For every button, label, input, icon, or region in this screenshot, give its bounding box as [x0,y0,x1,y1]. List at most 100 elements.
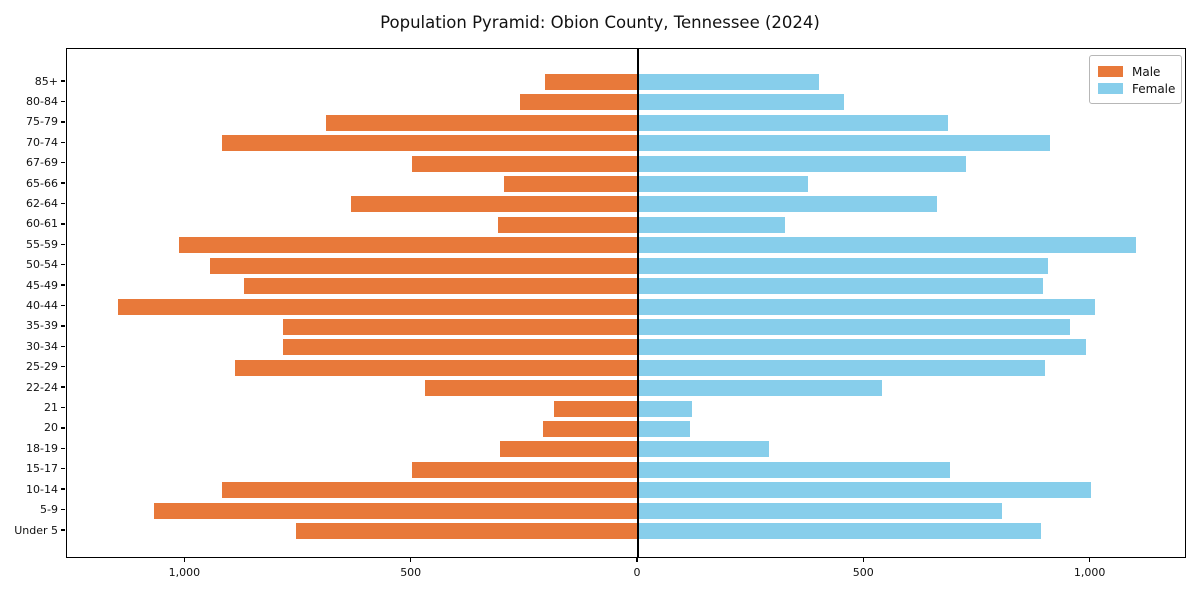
legend: Male Female [1089,55,1182,104]
y-tick-label: 21 [44,401,58,415]
male-bar [178,237,638,254]
male-bar [520,94,638,111]
y-tick-mark [61,508,65,511]
female-bar [638,502,1003,519]
y-tick-label: Under 5 [14,523,58,537]
y-tick-label: 45-49 [26,278,58,292]
y-tick-mark [61,488,65,490]
male-bar [425,380,638,397]
y-tick-mark [61,468,65,470]
female-bar [638,74,820,90]
y-tick-label: 25-29 [26,360,58,374]
y-tick-label: 50-54 [26,258,58,272]
y-tick-mark [61,141,65,143]
y-tick-label: 22-24 [26,380,58,394]
x-tick-mark [636,558,638,562]
y-tick-mark [61,202,65,205]
y-tick-mark [61,243,65,245]
female-bar [638,523,1041,539]
legend-label-female: Female [1132,81,1176,96]
female-bar [638,420,691,437]
y-tick-mark [61,366,65,368]
x-tick-label: 1,000 [168,566,201,579]
male-bar [545,74,638,90]
y-tick-mark [61,100,65,103]
y-tick-label: 40-44 [26,299,58,312]
y-tick-label: 67-69 [26,156,58,170]
female-bar [638,135,1050,152]
male-bar [117,298,638,315]
y-tick-mark [61,182,65,184]
female-bar [638,318,1071,335]
y-tick-label: 15-17 [26,462,58,476]
female-bar [638,380,883,397]
y-tick-label: 35-39 [26,319,58,333]
female-bar [638,94,844,111]
zero-axis-line [637,49,639,557]
female-bar [638,237,1136,254]
male-swatch-icon [1098,66,1123,77]
y-tick-mark [61,406,65,409]
female-bar [638,461,951,478]
x-tick-mark [410,558,412,562]
female-bar [638,278,1044,295]
y-tick-mark [61,427,65,429]
female-swatch-icon [1098,83,1123,94]
y-tick-mark [61,325,65,327]
male-bar [554,400,638,417]
y-tick-label: 30-34 [26,339,58,353]
male-bar [282,318,638,335]
chart-title: Population Pyramid: Obion County, Tennes… [380,13,820,32]
y-tick-mark [61,80,65,82]
y-tick-mark [61,161,65,164]
y-tick-label: 18-19 [26,441,58,455]
plot-area [66,48,1186,558]
female-bar [638,441,770,458]
female-bar [638,482,1091,499]
x-tick-label: 0 [633,566,641,579]
y-tick-label: 65-66 [26,176,58,190]
y-tick-label: 75-79 [26,115,58,129]
male-bar [296,523,638,539]
y-tick-mark [61,345,65,347]
male-bar [282,339,638,356]
y-tick-mark [61,223,65,225]
male-bar [235,359,638,376]
female-bar [638,339,1087,356]
male-bar [325,114,638,131]
y-tick-mark [61,263,65,266]
x-tick-mark [1088,558,1091,562]
male-bar [504,176,638,193]
y-tick-mark [61,304,65,307]
male-bar [244,278,638,295]
y-tick-label: 10-14 [26,482,58,496]
female-bar [638,114,949,131]
female-bar [638,155,967,172]
y-tick-mark [61,121,65,123]
male-bar [411,461,638,478]
y-tick-label: 20 [44,421,58,435]
legend-entry-male: Male [1098,63,1173,80]
x-tick-mark [862,558,864,562]
female-bar [638,196,937,213]
legend-entry-female: Female [1098,80,1176,97]
x-tick-label: 1,000 [1073,566,1106,579]
legend-label-male: Male [1132,64,1161,79]
male-bar [411,155,638,172]
female-bar [638,216,786,233]
female-bar [638,359,1046,376]
y-tick-mark [61,284,65,286]
female-bar [638,176,808,193]
male-bar [497,216,638,233]
male-bar [210,257,638,274]
male-bar [221,482,638,499]
y-tick-label: 62-64 [26,196,58,210]
y-tick-mark [61,529,65,531]
male-bar [153,502,638,519]
y-tick-label: 60-61 [26,217,58,231]
female-bar [638,257,1048,274]
x-tick-label: 500 [852,566,874,579]
y-tick-label: 5-9 [40,503,58,517]
y-tick-mark [61,447,65,450]
